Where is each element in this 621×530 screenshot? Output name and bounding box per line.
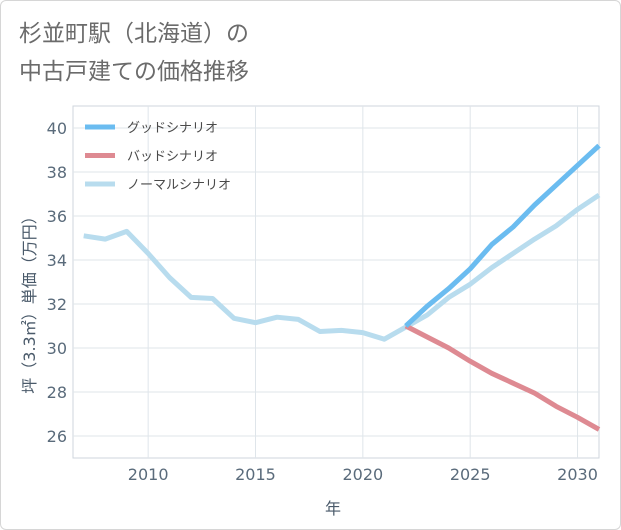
y-tick-label: 28 <box>47 383 67 402</box>
legend-label: グッドシナリオ <box>127 121 218 136</box>
x-tick-label: 2010 <box>128 465 169 484</box>
chart-title-line-1: 杉並町駅（北海道）の <box>19 21 249 47</box>
y-tick-label: 36 <box>47 207 67 226</box>
x-tick-label: 2015 <box>235 465 276 484</box>
legend-label: バッドシナリオ <box>127 150 218 165</box>
y-axis-label: 坪（3.3㎡）単価（万円） <box>20 208 39 393</box>
y-tick-label: 38 <box>47 163 67 182</box>
x-tick-labels: 2010 2015 2020 2025 2030 <box>128 465 598 484</box>
plot-area <box>72 105 600 459</box>
series-line-3 <box>83 193 601 342</box>
series-line-1 <box>404 143 601 328</box>
y-tick-label: 34 <box>47 251 67 270</box>
y-tick-label: 32 <box>47 295 67 314</box>
x-axis-label: 年 <box>325 499 341 518</box>
y-tick-labels: 26 28 30 32 34 36 38 40 <box>47 119 67 446</box>
x-tick-label: 2025 <box>450 465 491 484</box>
y-tick-label: 30 <box>47 339 67 358</box>
x-tick-label: 2030 <box>557 465 598 484</box>
chart-title-line-2: 中古戸建ての価格推移 <box>19 59 249 85</box>
y-tick-label: 40 <box>47 119 67 138</box>
grid-lines <box>73 106 599 458</box>
chart-title: 杉並町駅（北海道）の 中古戸建ての価格推移 <box>19 15 249 91</box>
x-tick-label: 2020 <box>342 465 383 484</box>
series-line-2 <box>404 323 601 432</box>
legend-label: ノーマルシナリオ <box>127 178 231 193</box>
series-lines <box>83 143 601 432</box>
y-tick-label: 26 <box>47 427 67 446</box>
